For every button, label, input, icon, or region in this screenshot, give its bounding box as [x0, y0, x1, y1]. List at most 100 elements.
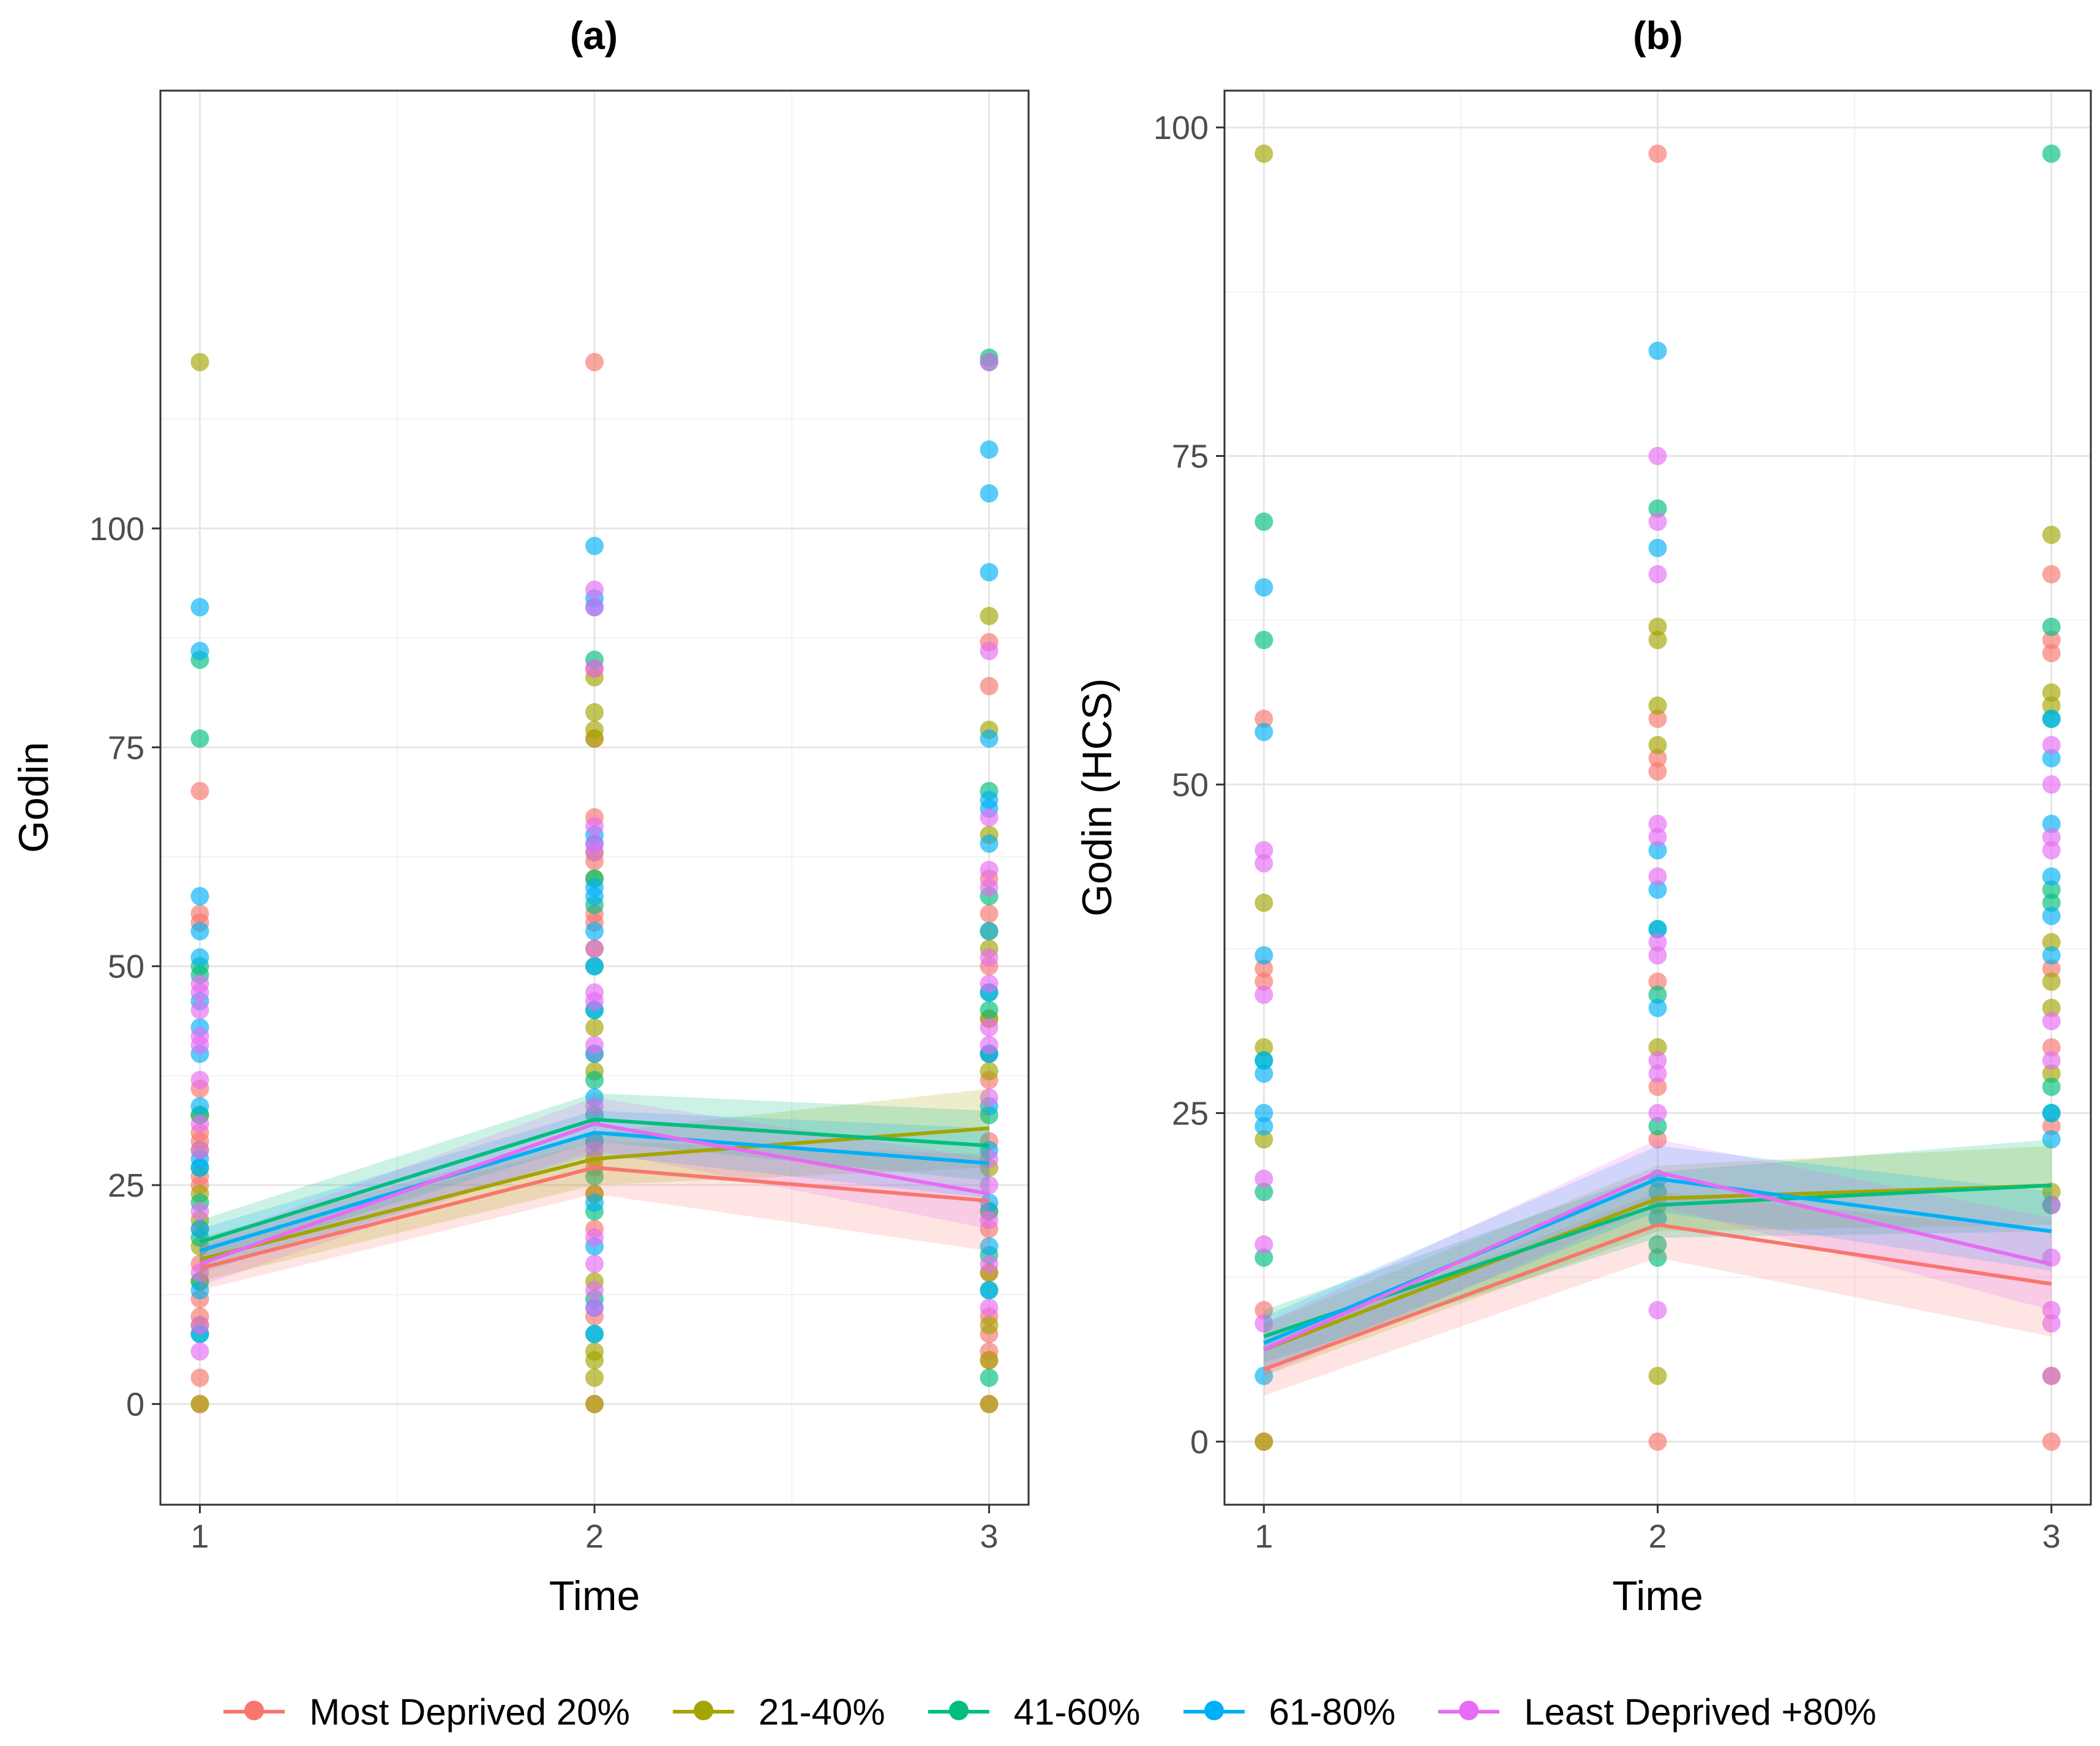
- panel-b-point-s4-9: [1648, 1051, 1667, 1070]
- panel-b-title: (b): [1633, 13, 1683, 58]
- panel-b-x-tick-label-2: 3: [2042, 1518, 2061, 1555]
- panel-a-point-s4-34: [980, 1036, 999, 1055]
- panel-b-point-s3-12: [1648, 880, 1667, 899]
- panel-a-point-s1-27: [980, 1315, 999, 1334]
- panel-b-point-s3-7: [1254, 578, 1273, 597]
- panel-b-point-s4-20: [2042, 1301, 2061, 1320]
- panel-a-x-tick-label-1: 2: [585, 1518, 604, 1555]
- panel-a-point-s1-17: [585, 1018, 604, 1037]
- panel-a-point-s4-5: [190, 1115, 209, 1134]
- panel-b: 1 2 3 0 25 50 75 100 (b) Time Godin (HCS): [1074, 13, 2092, 1619]
- panel-a-point-s0-41: [980, 904, 999, 923]
- panel-a-point-s1-12: [585, 1342, 604, 1361]
- panel-b-point-s4-10: [1648, 946, 1667, 965]
- panel-a-x-tick-label-0: 1: [190, 1518, 209, 1555]
- panel-a-point-s4-3: [190, 1202, 209, 1221]
- panel-b-point-s2-0: [1254, 1248, 1273, 1267]
- panel-a-point-s3-25: [585, 878, 604, 897]
- panel-a-point-s4-12: [585, 1298, 604, 1317]
- panel-b-point-s3-18: [2042, 946, 2061, 965]
- panel-a-point-s4-26: [585, 598, 604, 617]
- panel-b-point-s4-22: [2042, 1195, 2061, 1214]
- panel-b-point-s2-16: [2042, 880, 2061, 899]
- panel-a-point-s4-40: [980, 808, 999, 827]
- panel-b-point-s1-15: [2042, 998, 2061, 1017]
- panel-b-point-s3-2: [1254, 1104, 1273, 1123]
- panel-a-point-s4-17: [585, 1097, 604, 1116]
- panel-a-point-s4-29: [980, 1254, 999, 1273]
- legend-label-most-deprived: Most Deprived 20%: [309, 1691, 630, 1733]
- panel-a-point-s3-23: [585, 922, 604, 941]
- panel-a-line-s4: [199, 1121, 990, 1266]
- panel-b-point-s1-18: [2042, 696, 2061, 715]
- panel-b-point-s1-9: [1648, 696, 1667, 715]
- panel-a-point-s4-11: [190, 974, 209, 993]
- panel-b-point-s4-2: [1254, 1169, 1273, 1188]
- panel-b-point-s3-10: [1648, 998, 1667, 1017]
- panel-a-point-s2-27: [980, 1001, 999, 1020]
- panel-a-point-s3-45: [980, 440, 999, 459]
- panel-b-point-s4-13: [1648, 827, 1667, 846]
- panel-a-point-s4-14: [585, 1254, 604, 1273]
- panel-a-point-s3-38: [980, 922, 999, 941]
- panel-b-point-s1-0: [1254, 1432, 1273, 1451]
- panel-b-point-s3-13: [1648, 841, 1667, 860]
- legend-label-41-60: 41-60%: [1013, 1691, 1141, 1733]
- panel-b-point-s0-3: [1254, 959, 1273, 978]
- panel-a-line-s3: [199, 1131, 989, 1253]
- legend-label-21-40: 21-40%: [758, 1691, 885, 1733]
- panel-b-point-s2-18: [2042, 617, 2061, 636]
- panel-a-x-axis-title: Time: [549, 1573, 640, 1619]
- panel-a-band-s2: [200, 1093, 989, 1264]
- panel-a-point-s4-15: [585, 1228, 604, 1247]
- panel-a-point-s4-37: [980, 948, 999, 967]
- panel-b-band-s3: [1264, 1146, 2052, 1369]
- panel-b-point-s0-9: [1648, 762, 1667, 781]
- legend-key-61-80: [1183, 1699, 1245, 1724]
- panel-b-point-s4-26: [2042, 827, 2061, 846]
- panel-b-point-s3-1: [1254, 1116, 1273, 1135]
- legend-label-least-deprived: Least Deprived +80%: [1524, 1691, 1877, 1733]
- panel-a-point-s3-5: [190, 1097, 209, 1116]
- panel-b-point-s1-3: [1254, 894, 1273, 913]
- panel-b-y-tick-label-0: 0: [1190, 1424, 1209, 1461]
- panel-a-point-s4-36: [980, 974, 999, 993]
- panel-b-point-s4-0: [1254, 1314, 1273, 1333]
- panel-a-y-tick-label-1: 25: [108, 1167, 144, 1204]
- panel-b-y-tick-label-1: 25: [1172, 1096, 1209, 1132]
- panel-b-point-s4-4: [1254, 854, 1273, 873]
- panel-a-point-s1-26: [980, 1351, 999, 1370]
- panel-a-point-s4-30: [980, 1211, 999, 1230]
- panel-b-point-s4-17: [1648, 446, 1667, 465]
- panel-b-point-s0-5: [1648, 1432, 1667, 1451]
- panel-a-point-s4-24: [585, 816, 604, 835]
- panel-b-line-s4: [1263, 1170, 2052, 1352]
- panel-b-point-s0-15: [2042, 1038, 2061, 1057]
- panel-a-point-s4-16: [585, 1140, 604, 1159]
- panel-a-point-s4-28: [980, 1298, 999, 1317]
- panel-b-point-s3-20: [2042, 867, 2061, 886]
- panel-b-point-s1-2: [1254, 1038, 1273, 1057]
- panel-b-point-s4-5: [1254, 841, 1273, 860]
- panel-b-point-s2-4: [1254, 512, 1273, 531]
- panel-a-point-s3-32: [980, 1237, 999, 1256]
- panel-a-band-s1: [200, 1088, 989, 1282]
- panel-a-point-s2-13: [585, 1167, 604, 1186]
- panel-a-point-s3-12: [190, 642, 209, 661]
- panel-b-point-s0-8: [1648, 972, 1667, 991]
- panel-b-point-s2-19: [2042, 145, 2061, 164]
- panel-b-point-s3-3: [1254, 1064, 1273, 1083]
- panel-a-point-s4-23: [585, 834, 604, 853]
- panel-b-point-s0-18: [2042, 630, 2061, 649]
- panel-a-point-s1-10: [585, 1368, 604, 1387]
- panel-b-point-s4-15: [1648, 565, 1667, 584]
- panel-b-point-s1-20: [2042, 525, 2061, 544]
- panel-a-line-s0: [199, 1165, 989, 1270]
- panel-a-point-s4-1: [190, 1315, 209, 1334]
- panel-a-point-s3-43: [980, 563, 999, 582]
- panel-b-point-s4-25: [2042, 841, 2061, 860]
- panel-a-point-s3-22: [585, 957, 604, 976]
- panel-b-point-s0-11: [1648, 709, 1667, 728]
- panel-a-point-s4-27: [585, 580, 604, 599]
- panel-a-point-s3-39: [980, 834, 999, 853]
